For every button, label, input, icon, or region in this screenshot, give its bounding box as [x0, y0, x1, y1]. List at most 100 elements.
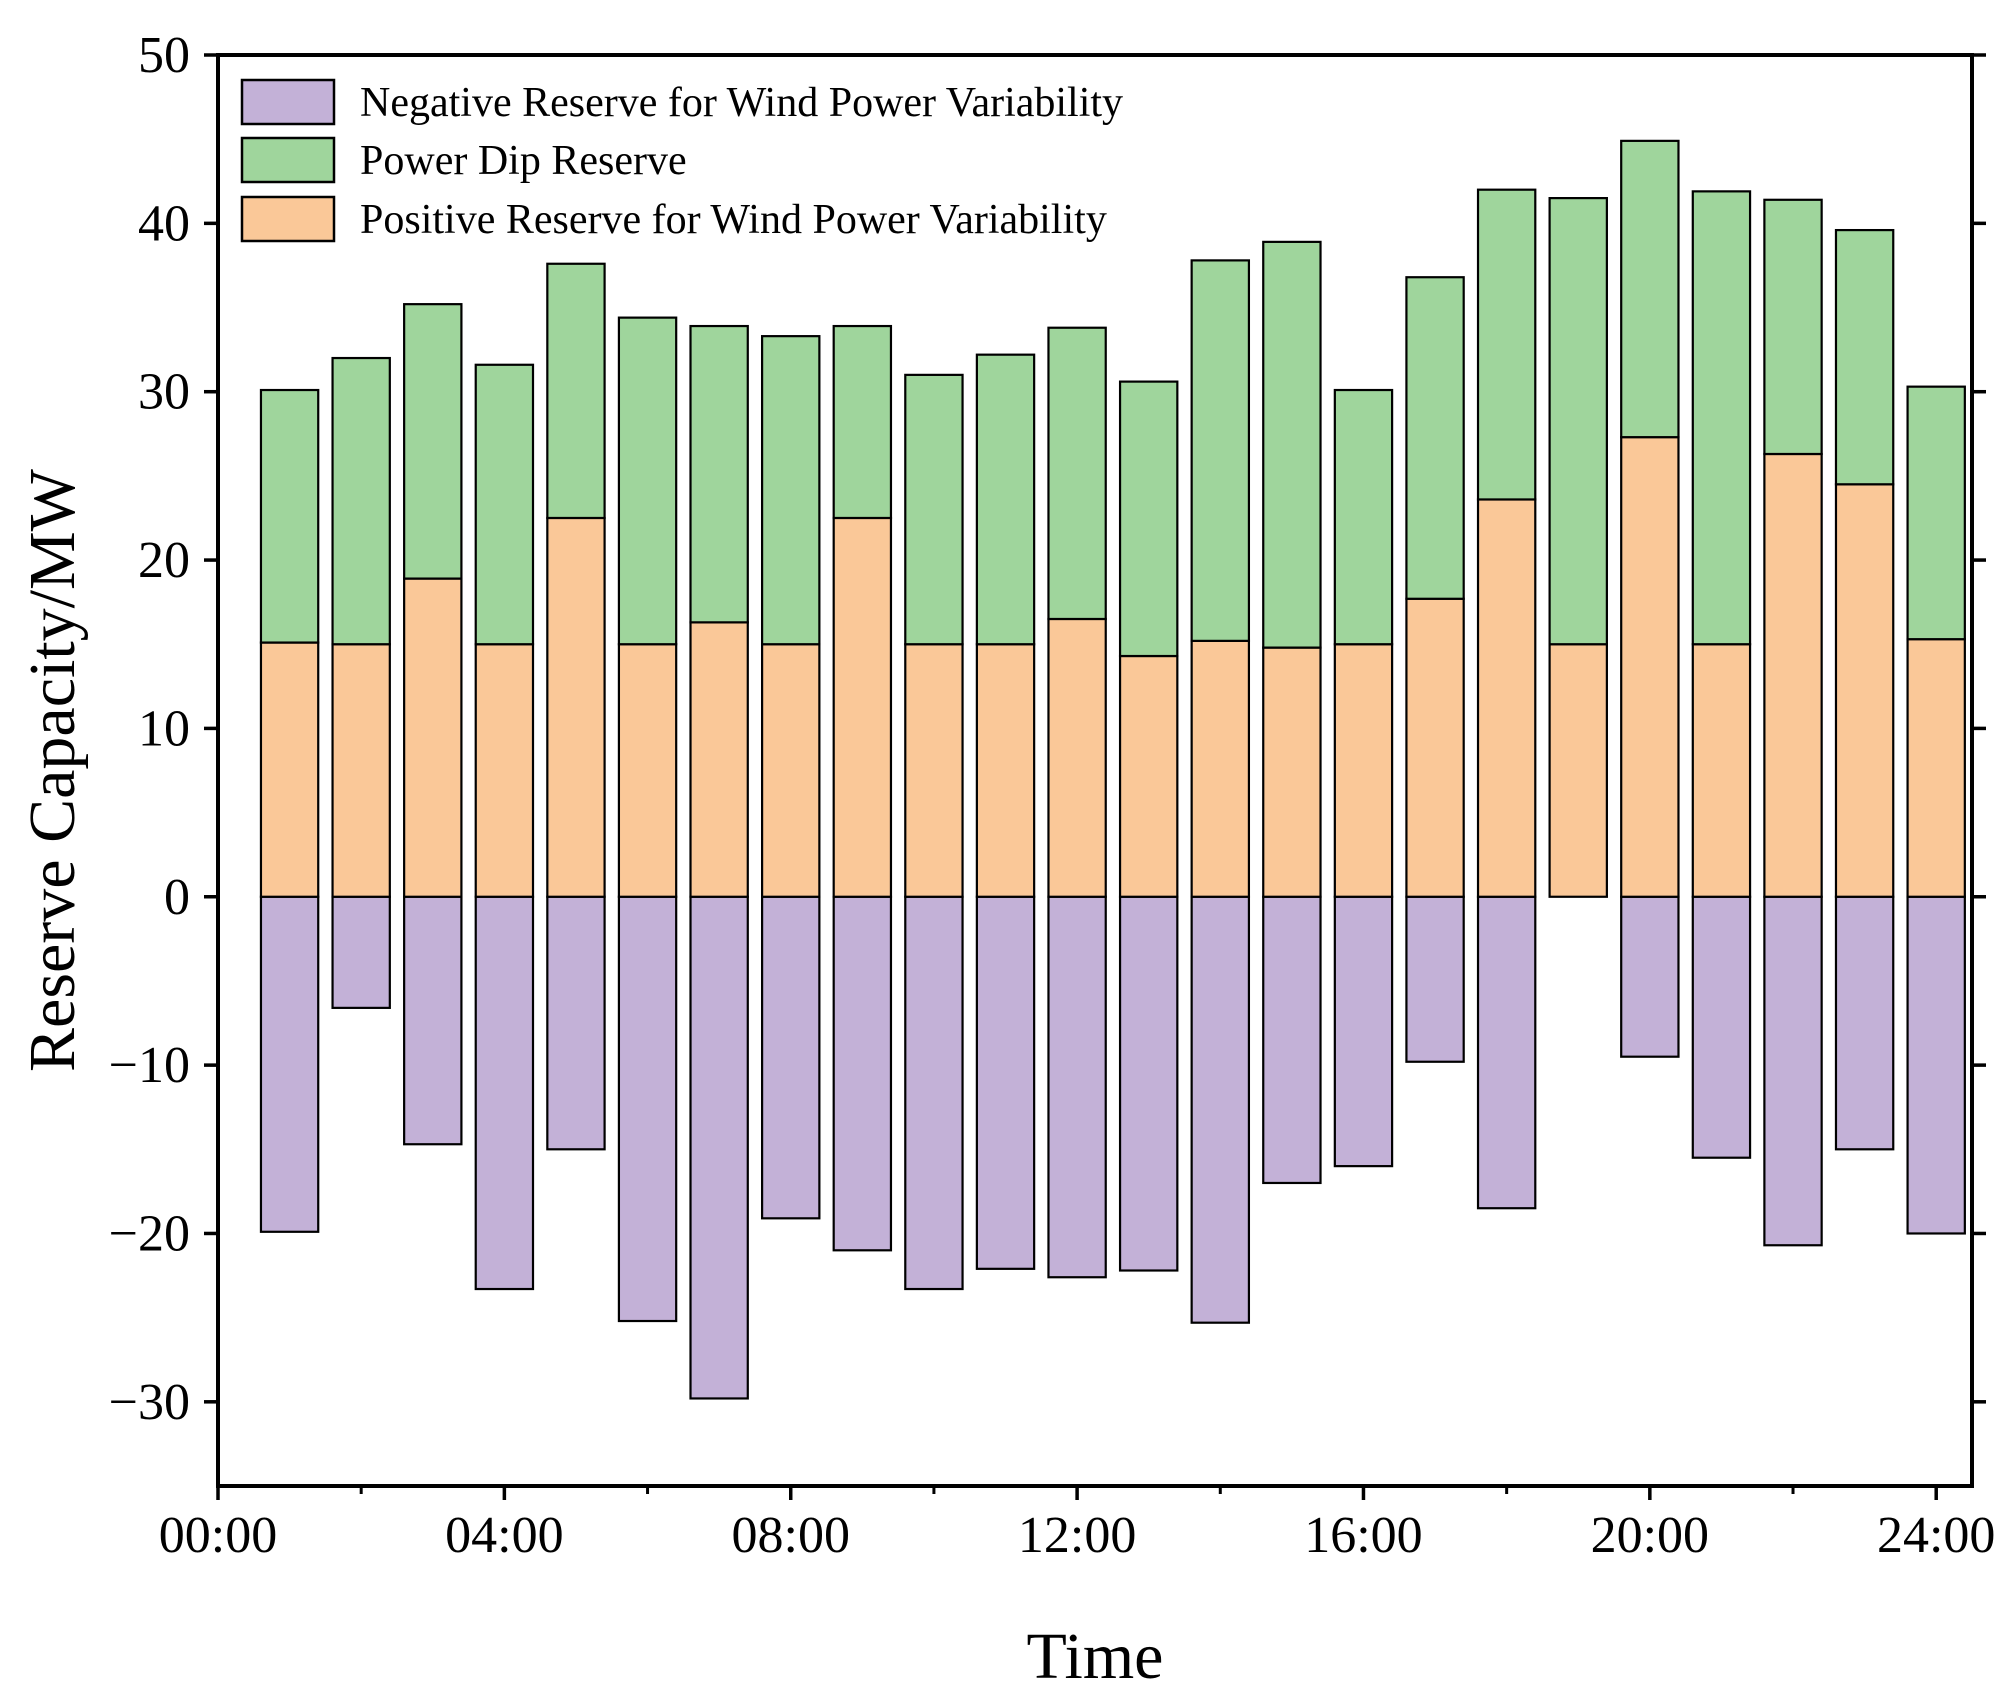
bar-positive-reserve — [1118, 654, 1179, 898]
bar-positive-reserve — [546, 516, 606, 898]
power-dip-reserve-bars — [259, 139, 1966, 658]
bar-positive-reserve — [331, 643, 391, 898]
bar-negative-reserve — [1118, 895, 1179, 1272]
bar-positive-reserve — [689, 621, 749, 898]
y-axis-ticks: −30 −20 −10 0 10 20 30 40 50 — [109, 27, 1986, 1431]
bar-negative-reserve — [331, 895, 391, 1009]
bar-negative-reserve — [1763, 895, 1823, 1247]
bar-negative-reserve — [1476, 895, 1537, 1210]
legend-swatch-power-dip-reserve — [240, 136, 336, 184]
bar-power-dip-reserve — [331, 356, 391, 646]
x-axis-title: Time — [1027, 1620, 1164, 1693]
legend-swatch-negative-reserve — [240, 78, 336, 126]
bar-positive-reserve — [1262, 646, 1322, 898]
y-tick-label: 10 — [138, 700, 190, 757]
y-axis-title: Reserve Capacity/MW — [16, 468, 89, 1072]
x-tick-label: 20:00 — [1591, 1507, 1709, 1564]
bar-positive-reserve — [1834, 483, 1895, 898]
bar-power-dip-reserve — [1047, 326, 1107, 621]
bar-positive-reserve — [403, 577, 463, 898]
bar-negative-reserve — [1047, 895, 1107, 1279]
x-tick-label: 16:00 — [1304, 1507, 1422, 1564]
x-axis-ticks: 00:00 04:00 08:00 12:00 16:00 20:00 24:00 — [159, 1486, 1994, 1564]
bar-power-dip-reserve — [975, 353, 1036, 646]
bar-positive-reserve — [1906, 638, 1966, 898]
bar-power-dip-reserve — [474, 363, 535, 646]
legend: Negative Reserve for Wind Power Variabil… — [240, 78, 1123, 243]
bar-negative-reserve — [1190, 895, 1251, 1324]
bar-positive-reserve — [975, 643, 1036, 898]
bar-negative-reserve — [259, 895, 320, 1233]
bar-power-dip-reserve — [1190, 259, 1251, 642]
bar-positive-reserve — [1405, 597, 1465, 898]
bar-positive-reserve — [1763, 452, 1823, 898]
legend-swatch-positive-reserve — [240, 195, 336, 243]
bar-positive-reserve — [474, 643, 535, 898]
negative-reserve-bars — [259, 895, 1966, 1400]
bar-negative-reserve — [1691, 895, 1752, 1159]
legend-label-positive-reserve: Positive Reserve for Wind Power Variabil… — [360, 197, 1107, 243]
bar-positive-reserve — [760, 643, 821, 898]
legend-label-negative-reserve: Negative Reserve for Wind Power Variabil… — [360, 80, 1123, 126]
y-tick-label: 50 — [138, 27, 190, 84]
x-tick-label: 08:00 — [732, 1507, 850, 1564]
bar-negative-reserve — [1333, 895, 1394, 1168]
bar-negative-reserve — [474, 895, 535, 1291]
bar-negative-reserve — [546, 895, 606, 1151]
bar-positive-reserve — [1190, 639, 1251, 898]
bar-power-dip-reserve — [689, 324, 749, 624]
bar-power-dip-reserve — [1118, 380, 1179, 658]
x-tick-label: 04:00 — [445, 1507, 563, 1564]
y-tick-label: 30 — [138, 364, 190, 421]
bar-negative-reserve — [617, 895, 678, 1323]
bar-power-dip-reserve — [403, 303, 463, 580]
positive-reserve-bars — [259, 436, 1966, 898]
bar-negative-reserve — [403, 895, 463, 1146]
bar-power-dip-reserve — [1620, 139, 1680, 439]
y-tick-label: −20 — [109, 1205, 190, 1262]
y-tick-label: 20 — [138, 532, 190, 589]
bar-negative-reserve — [1620, 895, 1680, 1058]
plot-frame — [216, 53, 1974, 1488]
bar-power-dip-reserve — [1906, 385, 1966, 641]
bar-power-dip-reserve — [904, 373, 964, 646]
bar-power-dip-reserve — [617, 316, 678, 646]
bar-power-dip-reserve — [1691, 190, 1752, 646]
bar-power-dip-reserve — [760, 335, 821, 646]
bar-power-dip-reserve — [1763, 198, 1823, 456]
bar-positive-reserve — [1476, 498, 1537, 898]
bar-power-dip-reserve — [1548, 197, 1608, 646]
legend-label-power-dip-reserve: Power Dip Reserve — [360, 138, 687, 184]
bar-positive-reserve — [1333, 643, 1394, 898]
bar-negative-reserve — [904, 895, 964, 1291]
bar-power-dip-reserve — [1834, 228, 1895, 486]
bar-negative-reserve — [1906, 895, 1966, 1235]
y-tick-label: 40 — [138, 195, 190, 252]
bar-power-dip-reserve — [259, 388, 320, 644]
bar-positive-reserve — [1691, 643, 1752, 898]
bar-negative-reserve — [760, 895, 821, 1220]
x-tick-label: 24:00 — [1877, 1507, 1994, 1564]
bar-power-dip-reserve — [832, 324, 893, 520]
bar-power-dip-reserve — [1476, 188, 1537, 501]
bar-negative-reserve — [1405, 895, 1465, 1063]
bar-positive-reserve — [617, 643, 678, 898]
y-tick-label: −10 — [109, 1037, 190, 1094]
bar-positive-reserve — [832, 516, 893, 898]
x-tick-label: 12:00 — [1018, 1507, 1136, 1564]
y-tick-label: −30 — [109, 1374, 190, 1431]
bar-positive-reserve — [1548, 643, 1608, 898]
bar-negative-reserve — [689, 895, 749, 1400]
bar-positive-reserve — [1620, 436, 1680, 898]
bar-negative-reserve — [1834, 895, 1895, 1151]
x-tick-label: 00:00 — [159, 1507, 277, 1564]
bar-negative-reserve — [1262, 895, 1322, 1185]
bar-positive-reserve — [904, 643, 964, 898]
bar-negative-reserve — [975, 895, 1036, 1270]
bar-power-dip-reserve — [1405, 276, 1465, 600]
bar-positive-reserve — [259, 641, 320, 898]
bar-positive-reserve — [1047, 617, 1107, 898]
bar-power-dip-reserve — [1262, 240, 1322, 649]
bar-power-dip-reserve — [546, 262, 606, 520]
